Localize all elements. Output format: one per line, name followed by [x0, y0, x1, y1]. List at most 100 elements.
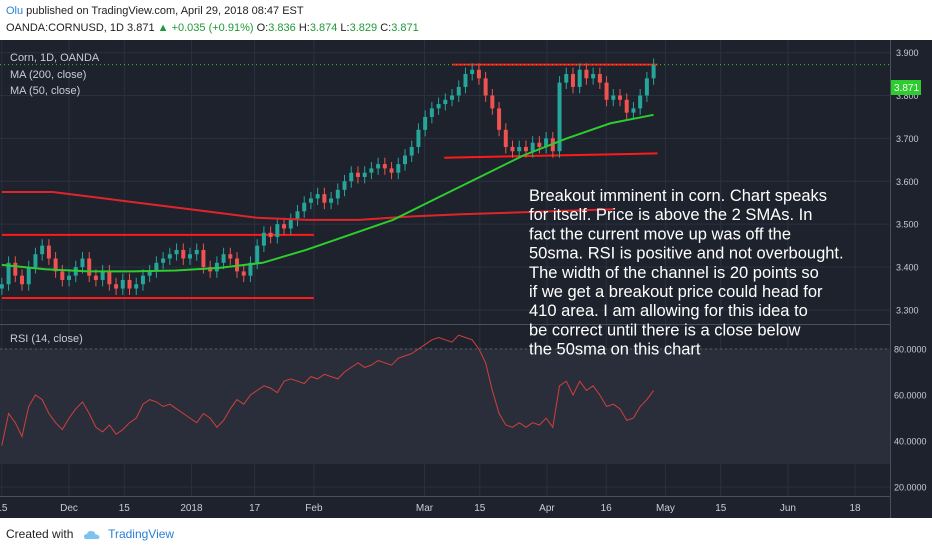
candle-body — [544, 138, 549, 147]
time-axis[interactable]: 15 Dec 15 2018 17 Feb Mar 15 Apr 16 May 15 Jun 18 — [0, 503, 861, 514]
tradingview-cloud-icon — [83, 530, 100, 539]
rsi-tick-label: 60.0000 — [894, 391, 927, 401]
candle-body — [46, 245, 51, 259]
candle-body — [470, 69, 475, 75]
candle-body — [329, 198, 334, 203]
candle-body — [161, 258, 166, 263]
chart-area[interactable]: 3.900 3.800 3.700 3.600 3.500 3.400 3.300 80.00… — [0, 40, 932, 518]
candle-body — [369, 168, 374, 173]
candle-body — [80, 258, 85, 268]
time-tick-label: Mar — [416, 503, 434, 514]
created-with-label: Created with — [6, 527, 74, 541]
candle-body — [416, 129, 421, 147]
candle-body — [557, 82, 562, 152]
pane-divider[interactable] — [0, 324, 890, 325]
annotation-line: 410 area. I am allowing for this idea to — [529, 302, 808, 320]
candle-body — [564, 74, 569, 83]
rsi-tick-label: 20.0000 — [894, 483, 927, 493]
candle-body — [33, 254, 38, 268]
candle-body — [436, 104, 441, 109]
candle-body — [248, 262, 253, 276]
annotation-text[interactable]: Breakout imminent in corn. Chart speaks f… — [529, 187, 844, 359]
candle-body — [6, 262, 11, 285]
low-value: 3.829 — [349, 22, 378, 34]
candle-body — [584, 69, 589, 79]
annotation-line: for itself. Price is above the 2 SMAs. I… — [529, 206, 812, 224]
candle-body — [275, 224, 280, 238]
candle-body — [154, 262, 159, 272]
author-link[interactable]: Olu — [6, 5, 24, 17]
price-axis[interactable]: 3.900 3.800 3.700 3.600 3.500 3.400 3.300 80.00… — [894, 48, 927, 493]
candle-body — [335, 189, 340, 199]
candle-body — [510, 146, 515, 152]
ma200-legend[interactable]: MA (200, close) — [10, 69, 86, 81]
footer: Created with TradingView — [0, 518, 932, 550]
annotation-line: the 50sma on this chart — [529, 341, 701, 359]
candle-body — [443, 99, 448, 105]
price-tick-label: 3.900 — [896, 48, 919, 58]
candle-body — [261, 232, 266, 246]
price-scale-border — [890, 40, 891, 518]
candle-body — [409, 146, 414, 156]
candle-body — [221, 254, 226, 263]
last-price-marker — [891, 80, 921, 95]
publish-info: Olu published on TradingView.com, April … — [6, 5, 304, 17]
candle-body — [355, 172, 360, 177]
candle-body — [100, 271, 105, 280]
published-text: published on TradingView.com, April 29, … — [23, 5, 304, 17]
candle-body — [228, 254, 233, 259]
last-price-label: 3.871 — [894, 83, 919, 94]
candle-body — [618, 95, 623, 100]
candle-body — [382, 164, 387, 169]
candle-body — [53, 258, 58, 272]
candle-body — [295, 211, 300, 220]
candle-body — [463, 74, 468, 87]
candle-body — [167, 254, 172, 259]
candle-body — [349, 172, 354, 182]
annotation-line: The width of the channel is 20 points so — [529, 264, 819, 282]
up-arrow-icon: ▲ — [157, 22, 169, 34]
rsi-line — [1, 334, 655, 446]
candle-body — [127, 279, 132, 289]
candle-body — [570, 74, 575, 87]
symbol-label: OANDA:CORNUSD, 1D — [6, 22, 124, 34]
candle-body — [342, 181, 347, 190]
candle-body — [107, 271, 112, 285]
candle-body — [194, 249, 199, 255]
candle-body — [13, 262, 18, 276]
annotation-line: fact the current move up was off the — [529, 225, 791, 243]
candle-body — [174, 249, 179, 255]
candle-body — [282, 224, 287, 229]
created-with: Created with TradingView — [6, 527, 174, 541]
low-label: L: — [340, 22, 350, 34]
candle-body — [302, 202, 307, 212]
price-change: +0.035 (+0.91%) — [171, 22, 254, 34]
tradingview-link[interactable]: TradingView — [108, 527, 175, 541]
chart-title: Corn, 1D, OANDA — [10, 52, 100, 64]
annotation-line: be correct until there is a close below — [529, 321, 801, 339]
time-tick-label: Apr — [539, 503, 555, 514]
open-label: O: — [256, 22, 269, 34]
time-tick-label: Jun — [780, 503, 796, 514]
candle-body — [423, 116, 428, 130]
ma50-legend[interactable]: MA (50, close) — [10, 85, 80, 97]
rsi-legend[interactable]: RSI (14, close) — [10, 333, 83, 345]
candle-body — [517, 146, 522, 152]
candle-body — [288, 219, 293, 229]
time-tick-label: Feb — [305, 503, 323, 514]
candle-body — [537, 142, 542, 147]
price-tick-label: 3.300 — [896, 305, 919, 315]
ma50-line — [1, 113, 654, 273]
support-resistance-lines — [0, 63, 890, 299]
time-tick-label: 15 — [119, 503, 131, 514]
candle-body — [624, 99, 629, 113]
candle-body — [241, 271, 246, 276]
last-price: 3.871 — [127, 22, 155, 34]
candle-body — [181, 249, 186, 259]
candle-body — [134, 284, 139, 289]
candle-body — [631, 108, 636, 113]
high-label: H: — [298, 22, 310, 34]
candle-body — [255, 245, 260, 263]
time-scale-border — [0, 496, 890, 497]
candle-body — [362, 172, 367, 177]
